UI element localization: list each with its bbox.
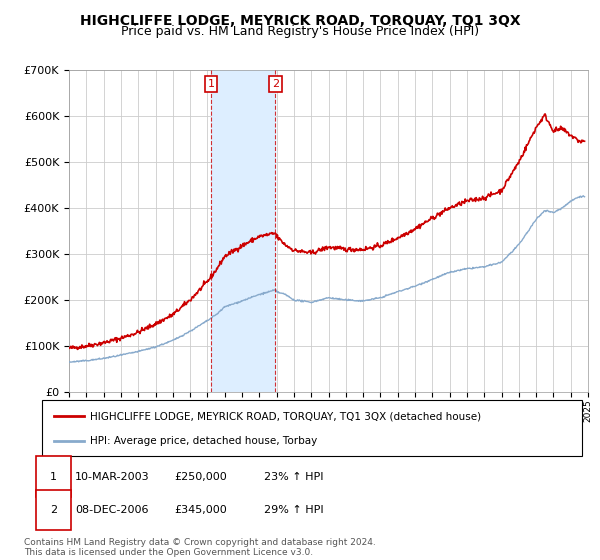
Text: 23% ↑ HPI: 23% ↑ HPI — [264, 472, 323, 482]
Text: Contains HM Land Registry data © Crown copyright and database right 2024.
This d: Contains HM Land Registry data © Crown c… — [24, 538, 376, 557]
Text: HIGHCLIFFE LODGE, MEYRICK ROAD, TORQUAY, TQ1 3QX: HIGHCLIFFE LODGE, MEYRICK ROAD, TORQUAY,… — [80, 14, 520, 28]
Text: £250,000: £250,000 — [174, 472, 227, 482]
Text: HIGHCLIFFE LODGE, MEYRICK ROAD, TORQUAY, TQ1 3QX (detached house): HIGHCLIFFE LODGE, MEYRICK ROAD, TORQUAY,… — [90, 411, 481, 421]
Text: HPI: Average price, detached house, Torbay: HPI: Average price, detached house, Torb… — [90, 436, 317, 446]
Text: 1: 1 — [50, 472, 57, 482]
Text: 2: 2 — [50, 505, 57, 515]
Text: 2: 2 — [272, 79, 279, 89]
Text: £345,000: £345,000 — [174, 505, 227, 515]
Text: 08-DEC-2006: 08-DEC-2006 — [75, 505, 149, 515]
Bar — [211, 70, 275, 392]
Text: 10-MAR-2003: 10-MAR-2003 — [75, 472, 149, 482]
Text: 29% ↑ HPI: 29% ↑ HPI — [264, 505, 323, 515]
Text: Price paid vs. HM Land Registry's House Price Index (HPI): Price paid vs. HM Land Registry's House … — [121, 25, 479, 38]
Text: 1: 1 — [208, 79, 214, 89]
